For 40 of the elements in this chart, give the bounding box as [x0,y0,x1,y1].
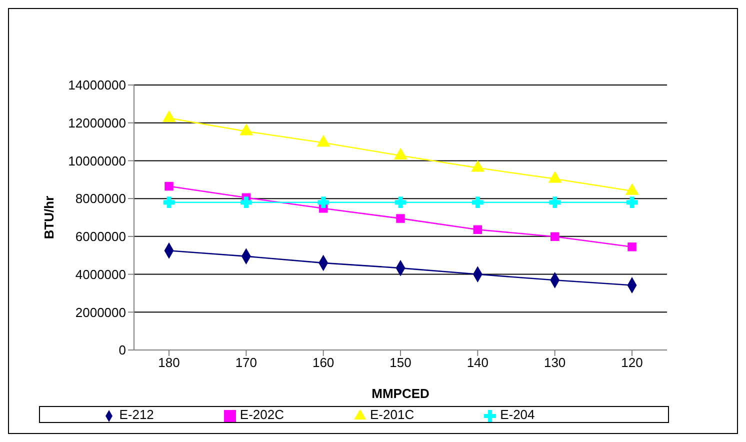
x-tick-label: 160 [312,355,334,370]
point [548,172,562,183]
point [396,214,405,223]
point [394,148,407,160]
legend-label: E-202C [240,407,284,422]
x-tick-label: 180 [158,355,180,370]
y-tick-label: 0 [118,342,126,358]
x-tick-label: 130 [544,355,566,370]
y-tick-label: 10000000 [68,153,126,168]
point [550,232,560,241]
x-tick-label: 120 [621,355,643,370]
point [472,196,484,208]
x-tick-label: 150 [390,355,412,370]
point [473,225,482,234]
y-tick-label: 2000000 [75,304,126,320]
x-axis-title: MMPCED [372,386,430,401]
point [318,196,330,208]
point [394,196,406,208]
point [549,196,561,208]
legend-label: E-204 [500,407,535,422]
y-tick-label: 6000000 [75,229,126,244]
point [164,182,174,191]
legend-label: E-201C [370,407,414,422]
x-tick-label: 140 [466,355,489,370]
point [626,184,638,195]
point [163,196,175,208]
point [628,242,636,252]
x-tick-label: 170 [235,355,258,370]
point [240,196,252,208]
y-axis-title: BTU/hr [42,196,57,240]
y-tick-label: 12000000 [68,115,126,130]
y-tick-label: 4000000 [75,266,126,282]
point [240,124,253,136]
point [471,160,484,172]
point [162,110,176,122]
point [316,135,330,147]
legend-label: E-212 [119,407,154,422]
y-tick-label: 8000000 [75,191,126,206]
y-tick-label: 14000000 [68,78,126,93]
point [626,196,638,208]
